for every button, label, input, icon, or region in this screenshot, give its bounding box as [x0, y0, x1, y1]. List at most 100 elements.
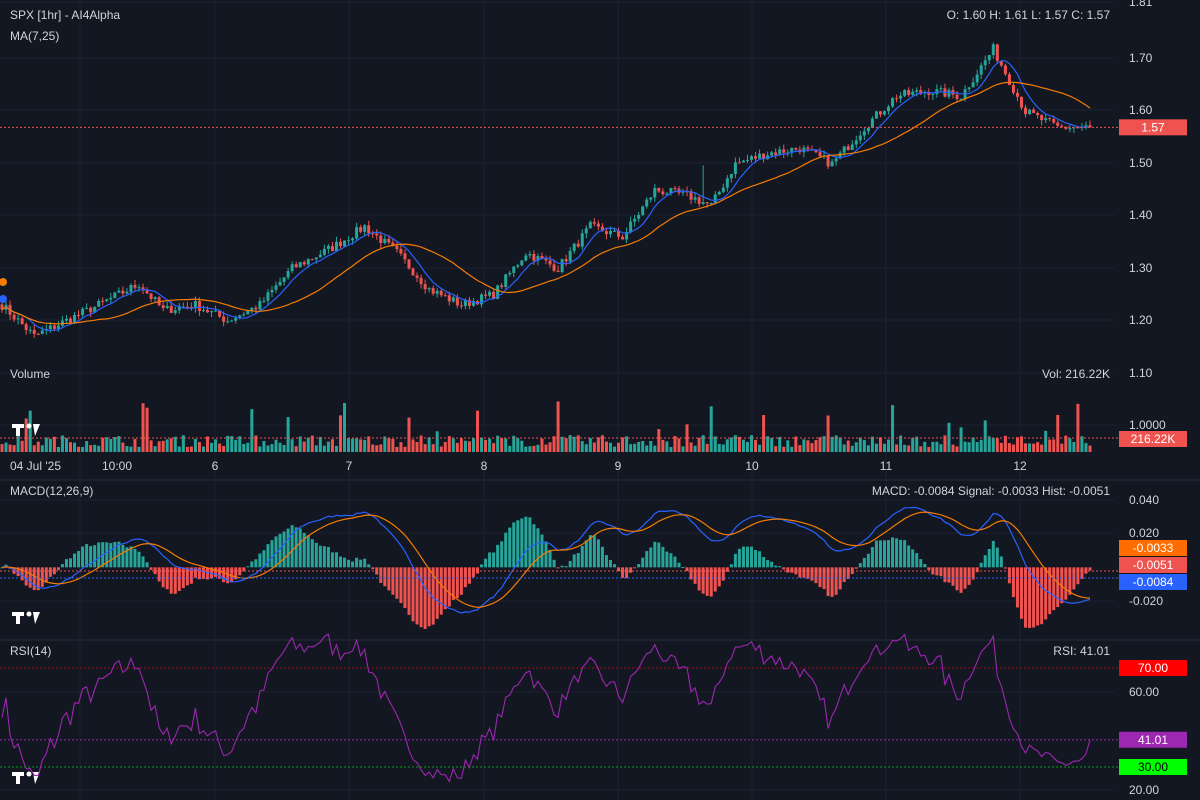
candle-body	[604, 231, 608, 235]
macd-hist-bar	[975, 567, 979, 573]
macd-hist-bar	[141, 556, 145, 568]
candle-body	[959, 98, 963, 100]
candle-body	[745, 159, 749, 161]
volume-bar	[423, 444, 427, 452]
candle-body	[351, 238, 355, 241]
macd-hist-bar	[89, 546, 93, 568]
macd-hist-bar	[1015, 567, 1019, 608]
macd-hist-bar	[689, 567, 693, 580]
candle-body	[254, 307, 258, 310]
volume-bar	[294, 446, 298, 452]
volume-bar	[201, 446, 205, 452]
candle-body	[117, 290, 121, 293]
volume-bar	[560, 436, 564, 452]
volume-bar	[40, 445, 44, 452]
macd-hist-bar	[290, 525, 294, 568]
candle-body	[1036, 112, 1040, 116]
macd-hist-bar	[193, 567, 197, 578]
macd-hist-bar	[504, 532, 508, 568]
macd-hist-bar	[93, 545, 97, 568]
macd-hist-bar	[129, 546, 133, 568]
chart-title: SPX [1hr] - AI4Alpha	[10, 8, 121, 22]
ma-indicator-label: MA(7,25)	[10, 29, 60, 43]
candle-body	[459, 305, 463, 307]
macd-hist-bar	[717, 567, 721, 587]
volume-bar	[826, 415, 830, 452]
candle-body	[733, 162, 737, 174]
tradingview-logo	[12, 611, 40, 624]
volume-bar	[907, 445, 911, 452]
volume-bar	[995, 438, 999, 452]
macd-hist-bar	[480, 564, 484, 568]
macd-hist-bar	[214, 567, 218, 578]
candle-body	[36, 333, 40, 335]
macd-hist-bar	[258, 553, 262, 568]
macd-hist-bar	[697, 567, 701, 591]
volume-bar	[375, 445, 379, 452]
macd-hist-bar	[673, 556, 677, 568]
volume-bar	[310, 435, 314, 452]
macd-hist-bar	[951, 567, 955, 586]
volume-bar	[266, 445, 270, 452]
last-price-tag-bg	[1119, 119, 1187, 136]
macd-hist-bar	[846, 567, 850, 580]
candle-body	[592, 221, 596, 224]
candle-body	[258, 301, 262, 310]
time-axis-label: 12	[1013, 459, 1027, 473]
macd-hist-bar	[778, 566, 782, 568]
candle-body	[282, 277, 286, 282]
macd-hist-bar	[786, 567, 790, 573]
time-axis-label: 9	[615, 459, 622, 473]
candle-body	[874, 111, 878, 119]
volume-bar	[592, 442, 596, 452]
volume-bar	[895, 444, 899, 452]
candle-body	[294, 264, 298, 268]
candle-body	[391, 242, 395, 246]
volume-bar	[93, 444, 97, 452]
macd-hist-bar	[391, 567, 395, 595]
candle-body	[1048, 118, 1052, 120]
volume-bar	[725, 439, 729, 452]
macd-hist-bar	[238, 567, 242, 576]
candle-body	[16, 318, 20, 320]
candle-body	[838, 152, 842, 159]
volume-bar	[955, 446, 959, 452]
volume-bar	[987, 436, 991, 452]
volume-group	[0, 401, 1092, 452]
volume-bar	[475, 410, 479, 452]
volume-last-tag: 216.22K	[1131, 432, 1176, 446]
candle-body	[770, 152, 774, 156]
candle-body	[363, 225, 367, 232]
macd-hist-bar	[250, 561, 254, 568]
macd-hist-bar	[895, 538, 899, 568]
volume-bar	[899, 435, 903, 452]
volume-bar	[254, 435, 258, 452]
volume-bar	[431, 444, 435, 452]
candle-body	[306, 259, 310, 265]
macd-hist-bar	[866, 553, 870, 568]
candle-body	[439, 290, 443, 296]
volume-bar	[1044, 430, 1048, 452]
volume-bar	[101, 437, 105, 452]
candle-body	[197, 301, 201, 312]
volume-readout: Vol: 216.22K	[1041, 367, 1110, 381]
candle-body	[544, 258, 548, 261]
macd-hist-bar	[322, 546, 326, 568]
macd-hist-bar	[596, 539, 600, 568]
macd-hist-bar	[234, 567, 238, 580]
candle-body	[806, 147, 810, 150]
volume-bar	[274, 439, 278, 452]
volume-bar	[983, 420, 987, 452]
macd-hist-bar	[1064, 567, 1068, 600]
candle-body	[979, 65, 983, 75]
volume-bar	[685, 424, 689, 452]
volume-bar	[874, 443, 878, 452]
volume-bar	[794, 436, 798, 452]
candle-body	[633, 218, 637, 222]
macd-hist-bar	[1019, 567, 1023, 619]
tradingview-logo	[12, 423, 40, 436]
candle-body	[24, 324, 28, 330]
logo-dot	[26, 611, 32, 617]
volume-bar	[713, 436, 717, 452]
volume-bar	[762, 415, 766, 452]
